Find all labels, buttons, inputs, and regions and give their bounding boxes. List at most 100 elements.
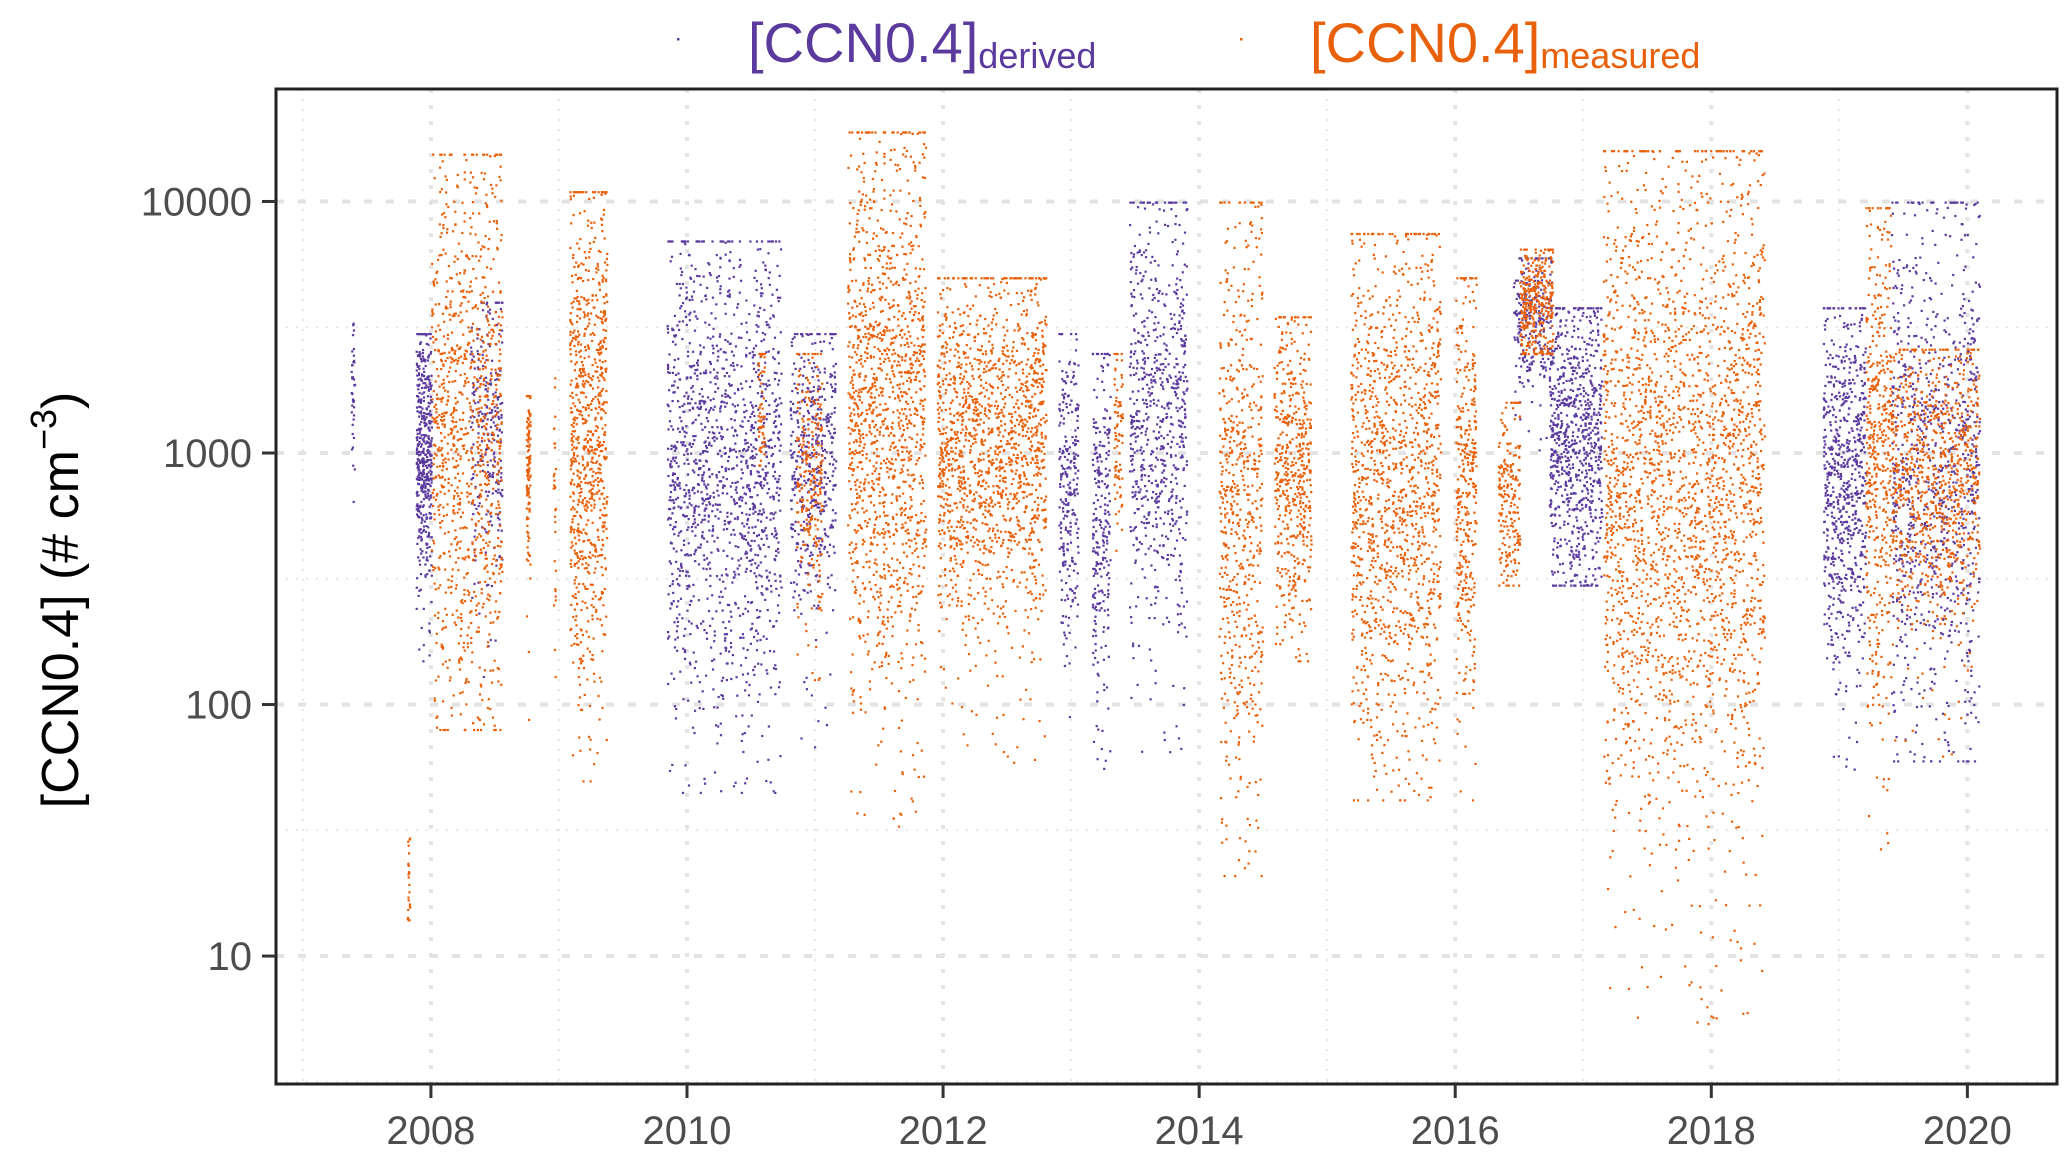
data-point-derived <box>825 483 828 486</box>
data-point-derived <box>1594 443 1597 446</box>
data-point-derived <box>800 356 803 359</box>
data-point-derived <box>1575 549 1578 552</box>
data-point-derived <box>712 368 716 371</box>
data-point-derived <box>1181 317 1184 320</box>
data-point-derived <box>824 490 827 493</box>
data-point-derived <box>1539 438 1542 441</box>
data-point-derived <box>1136 362 1139 365</box>
data-point-derived <box>760 537 763 540</box>
data-point-derived <box>427 375 430 378</box>
data-point-derived <box>484 414 487 417</box>
data-point-derived <box>1572 525 1575 528</box>
data-point-derived <box>1149 261 1152 264</box>
data-point-derived <box>1581 503 1584 506</box>
data-point-derived <box>1518 302 1521 305</box>
data-point-derived <box>808 522 811 525</box>
data-point-derived <box>1577 327 1580 331</box>
data-point-derived <box>678 531 681 534</box>
data-point-derived <box>1860 426 1863 429</box>
data-point-derived <box>794 367 797 370</box>
data-point-derived <box>751 464 754 467</box>
data-point-derived <box>683 501 686 504</box>
data-point-derived <box>807 478 810 481</box>
data-point-derived <box>1062 542 1065 545</box>
data-point-derived <box>1823 623 1826 626</box>
data-point-derived <box>700 479 704 482</box>
data-point-derived <box>747 601 750 604</box>
data-point-derived <box>1556 465 1559 468</box>
data-point-derived <box>417 478 420 481</box>
data-point-derived <box>1854 361 1857 364</box>
data-point-derived <box>775 587 778 590</box>
data-point-derived <box>1588 307 1591 310</box>
data-point-derived <box>762 484 766 487</box>
data-point-derived <box>1071 411 1074 414</box>
data-point-derived <box>1095 431 1098 434</box>
data-point-derived <box>704 321 707 324</box>
data-point-derived <box>746 464 749 468</box>
data-point-derived <box>746 448 749 451</box>
data-point-derived <box>1554 387 1557 390</box>
data-point-derived <box>818 333 821 336</box>
data-point-derived <box>1579 307 1582 310</box>
data-point-derived <box>751 622 754 625</box>
data-point-derived <box>721 465 724 468</box>
data-point-derived <box>1584 422 1587 425</box>
data-point-derived <box>429 333 432 336</box>
data-point-derived <box>1098 568 1101 571</box>
data-point-derived <box>1184 375 1187 378</box>
data-point-derived <box>1550 261 1553 264</box>
data-point-derived <box>1585 496 1588 499</box>
data-point-derived <box>693 329 697 332</box>
data-point-derived <box>1824 328 1827 331</box>
data-point-derived <box>759 502 762 505</box>
data-point-derived <box>1566 504 1569 507</box>
data-point-derived <box>1175 332 1179 335</box>
data-point-derived <box>742 537 745 540</box>
data-point-derived <box>714 515 717 518</box>
data-point-derived <box>1572 369 1575 372</box>
data-point-derived <box>1129 355 1132 358</box>
data-point-derived <box>1568 553 1571 556</box>
data-point-derived <box>686 528 689 531</box>
data-point-derived <box>1589 437 1592 440</box>
data-point-derived <box>1561 422 1564 425</box>
data-point-derived <box>694 548 698 551</box>
data-point-derived <box>745 432 748 435</box>
data-point-derived <box>1854 460 1857 463</box>
data-point-derived <box>701 395 704 398</box>
data-point-derived <box>828 555 831 558</box>
data-point-derived <box>423 333 426 336</box>
data-point-derived <box>1556 488 1559 491</box>
data-point-derived <box>1096 551 1099 554</box>
data-point-derived <box>1154 279 1157 282</box>
data-point-derived <box>1554 340 1557 343</box>
data-point-derived <box>701 428 704 431</box>
data-point-derived <box>1161 556 1164 559</box>
data-point-derived <box>474 559 477 562</box>
data-point-derived <box>746 466 749 469</box>
data-point-derived <box>704 507 707 510</box>
data-point-derived <box>1550 500 1553 503</box>
data-point-derived <box>1539 373 1542 376</box>
data-point-derived <box>1066 375 1069 378</box>
data-point-derived <box>690 681 693 684</box>
data-point-derived <box>1137 548 1140 551</box>
data-point-derived <box>1556 431 1559 434</box>
data-point-derived <box>742 647 745 650</box>
data-point-derived <box>476 366 480 369</box>
data-point-derived <box>427 333 430 336</box>
data-point-derived <box>1140 542 1143 545</box>
data-point-derived <box>1098 444 1101 447</box>
data-point-derived <box>1152 329 1155 332</box>
data-point-derived <box>1565 379 1568 382</box>
data-point-derived <box>681 428 684 431</box>
data-point-derived <box>1179 563 1182 566</box>
data-point-derived <box>1129 414 1132 417</box>
data-point-derived <box>422 348 425 352</box>
data-point-derived <box>817 434 820 437</box>
data-point-derived <box>700 399 703 402</box>
data-point-derived <box>1070 399 1073 402</box>
data-point-derived <box>769 240 772 243</box>
data-point-derived <box>1151 496 1154 499</box>
